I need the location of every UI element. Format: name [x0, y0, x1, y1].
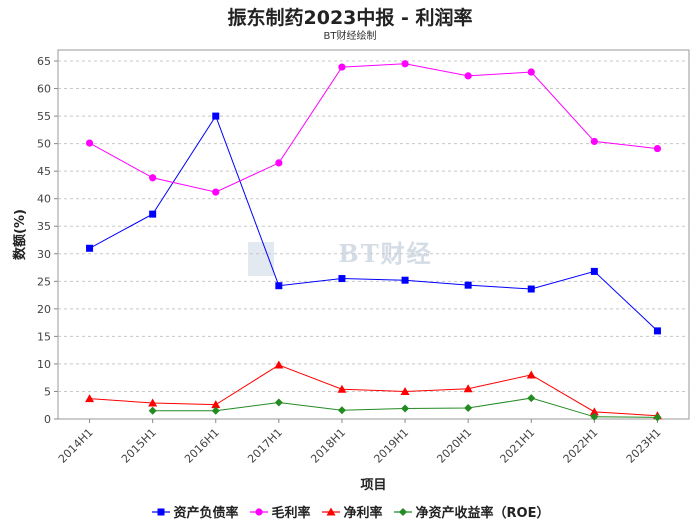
- data-point: [401, 60, 409, 68]
- data-point: [148, 398, 158, 407]
- data-point: [400, 386, 410, 395]
- data-point: [337, 406, 346, 415]
- watermark-logo: [248, 242, 274, 276]
- legend-marker: [326, 507, 336, 515]
- legend-label: 净资产收益率（ROE）: [415, 506, 550, 521]
- y-tick-label: 65: [37, 55, 51, 68]
- triangle-marker-icon: [321, 507, 340, 515]
- data-point: [337, 384, 347, 393]
- legend-label: 净利率: [343, 506, 383, 521]
- data-point: [212, 188, 220, 196]
- x-tick-label: 2020H1: [434, 426, 474, 466]
- legend-item: 资产负债率: [151, 502, 239, 521]
- chart-subtitle: BT财经绘制: [323, 31, 377, 42]
- data-point: [211, 400, 221, 409]
- data-point: [526, 370, 536, 379]
- data-point: [338, 275, 346, 283]
- y-tick-label: 55: [37, 110, 51, 123]
- data-point: [274, 360, 284, 369]
- data-point: [589, 407, 599, 416]
- y-tick-label: 50: [37, 138, 51, 151]
- data-point: [149, 174, 157, 182]
- series-3: [148, 394, 662, 422]
- data-point: [590, 267, 598, 275]
- y-tick-label: 45: [37, 165, 51, 178]
- data-point: [653, 144, 662, 153]
- y-axis-label: 数额(%): [12, 209, 28, 260]
- data-point: [464, 281, 472, 289]
- series-0: [86, 112, 661, 335]
- series-1: [85, 60, 662, 196]
- data-point: [401, 276, 409, 284]
- legend-item: 毛利率: [249, 502, 311, 521]
- y-tick-label: 30: [37, 248, 51, 261]
- data-point: [275, 159, 283, 167]
- chart-title: 振东制药2023中报 - 利润率: [227, 7, 473, 29]
- diamond-marker-icon: [393, 507, 412, 516]
- y-tick-label: 60: [37, 83, 51, 96]
- x-tick-label: 2022H1: [561, 426, 601, 466]
- data-point: [149, 210, 157, 218]
- data-point: [212, 112, 220, 120]
- x-tick-label: 2019H1: [371, 426, 411, 466]
- legend-marker: [254, 507, 263, 516]
- data-point: [85, 394, 95, 403]
- data-point: [338, 63, 346, 71]
- x-tick-label: 2017H1: [245, 426, 285, 466]
- y-tick-label: 15: [37, 330, 51, 343]
- series-line: [89, 364, 658, 417]
- y-tick-label: 25: [37, 275, 51, 288]
- series-2: [85, 360, 662, 420]
- chart-legend: 资产负债率 毛利率 净利率 净资产收益率（ROE）: [0, 502, 700, 521]
- legend-label: 资产负债率: [173, 506, 239, 521]
- y-tick-label: 40: [37, 193, 51, 206]
- x-tick-label: 2023H1: [624, 426, 664, 466]
- legend-marker: [398, 507, 407, 516]
- square-marker-icon: [151, 508, 170, 515]
- data-point: [275, 282, 283, 290]
- data-point: [464, 403, 473, 412]
- data-point: [527, 285, 535, 293]
- circle-marker-icon: [249, 507, 268, 516]
- data-point: [464, 72, 472, 80]
- legend-item: 净资产收益率（ROE）: [393, 502, 550, 521]
- y-tick-label: 5: [44, 385, 51, 398]
- data-point: [653, 327, 661, 335]
- x-tick-label: 2014H1: [56, 426, 96, 466]
- y-tick-label: 0: [44, 413, 51, 426]
- x-axis-label: 项目: [360, 478, 386, 493]
- data-point: [86, 244, 94, 252]
- x-tick-label: 2015H1: [119, 426, 159, 466]
- data-point: [527, 394, 536, 403]
- data-point: [401, 404, 410, 413]
- y-tick-label: 10: [37, 358, 51, 371]
- legend-item: 净利率: [321, 502, 383, 521]
- legend-marker: [157, 508, 164, 515]
- data-point: [148, 406, 157, 415]
- data-point: [211, 406, 220, 415]
- data-point: [85, 139, 94, 147]
- series-line: [89, 114, 658, 332]
- data-point: [653, 413, 662, 422]
- data-point: [590, 137, 598, 146]
- x-tick-label: 2018H1: [308, 426, 348, 466]
- data-point: [590, 412, 599, 421]
- data-point: [274, 398, 283, 407]
- y-tick-label: 35: [37, 220, 51, 233]
- y-tick-label: 20: [37, 303, 51, 316]
- plot-area: [57, 49, 690, 420]
- data-point: [527, 68, 535, 76]
- series-line: [89, 63, 658, 193]
- data-point: [463, 384, 473, 393]
- legend-label: 毛利率: [271, 506, 311, 521]
- x-tick-label: 2021H1: [498, 426, 538, 466]
- x-tick-label: 2016H1: [182, 426, 222, 466]
